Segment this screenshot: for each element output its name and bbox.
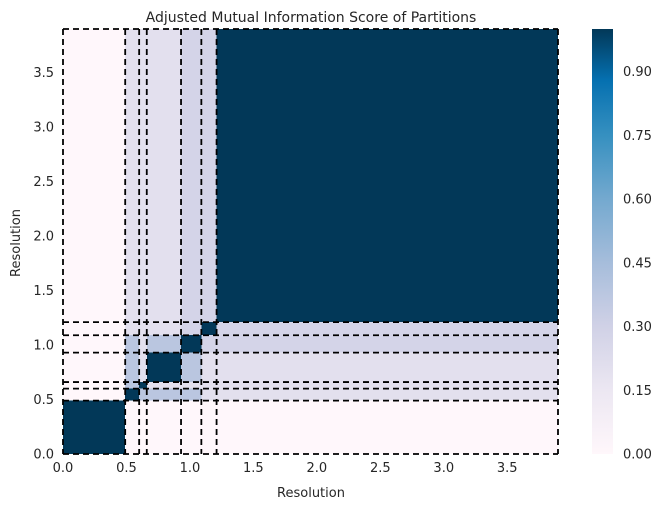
heatmap-cell	[125, 388, 140, 401]
heatmap-cell	[201, 29, 217, 323]
colorbar-tick-label: 0.15	[623, 384, 652, 399]
heatmap-cell	[181, 400, 202, 454]
heatmap-cells	[63, 29, 559, 454]
heatmap-cell	[125, 322, 140, 336]
heatmap-cell	[146, 400, 182, 454]
x-tick-label: 3.5	[497, 461, 518, 476]
heatmap-cell	[125, 400, 140, 454]
y-axis-label: Resolution	[9, 209, 24, 277]
x-tick-label: 0.0	[53, 461, 74, 476]
colorbar-tick-label: 0.30	[623, 320, 652, 335]
heatmap-cell	[146, 382, 182, 389]
heatmap-cell	[125, 352, 140, 383]
heatmap-cell	[146, 29, 182, 323]
heatmap-cell	[125, 335, 140, 353]
heatmap-cell	[139, 29, 147, 323]
y-tick-label: 3.0	[33, 121, 54, 136]
chart-title: Adjusted Mutual Information Score of Par…	[146, 10, 477, 26]
y-tick-label: 2.5	[33, 175, 54, 190]
heatmap-cell	[63, 400, 126, 454]
y-tick-label: 0.5	[33, 393, 54, 408]
heatmap-cell	[139, 335, 147, 353]
heatmap-cell	[146, 335, 182, 353]
x-tick-label: 0.5	[116, 461, 137, 476]
heatmap-cell	[216, 382, 559, 389]
heatmap-cell	[146, 352, 182, 383]
heatmap-cell	[216, 352, 559, 383]
x-axis-label: Resolution	[277, 486, 345, 501]
y-tick-label: 3.5	[33, 66, 54, 81]
heatmap-cell	[201, 388, 217, 401]
heatmap-cell	[125, 382, 140, 389]
y-tick-label: 1.0	[33, 339, 54, 354]
heatmap-cell	[146, 388, 182, 401]
colorbar-tick-label: 0.60	[623, 193, 652, 208]
colorbar-tick-label: 0.75	[623, 129, 652, 144]
heatmap-cell	[201, 400, 217, 454]
x-tick-label: 2.5	[370, 461, 391, 476]
heatmap-cell	[63, 352, 126, 383]
colorbar-tick-label: 0.90	[623, 65, 652, 80]
y-tick-label: 0.0	[33, 448, 54, 463]
colorbar-tick-label: 0.45	[623, 256, 652, 271]
x-tick-label: 1.0	[180, 461, 201, 476]
y-axis-ticks: 0.0 0.5 1.0 1.5 2.0 2.5 3.0 3.5	[33, 66, 54, 462]
heatmap-cell	[146, 322, 182, 336]
heatmap-cell	[201, 352, 217, 383]
x-axis-ticks: 0.0 0.5 1.0 1.5 2.0 2.5 3.0 3.5	[53, 461, 518, 476]
partition-boundaries	[62, 28, 559, 455]
x-tick-label: 1.5	[243, 461, 264, 476]
y-tick-label: 1.5	[33, 284, 54, 299]
heatmap-cell	[216, 335, 559, 353]
heatmap-cell	[139, 382, 147, 389]
heatmap-cell	[181, 29, 202, 323]
heatmap-cell	[63, 335, 126, 353]
heatmap-cell	[181, 388, 202, 401]
heatmap-cell	[201, 382, 217, 389]
x-tick-label: 3.0	[433, 461, 454, 476]
heatmap-cell	[201, 322, 217, 336]
heatmap-cell	[181, 352, 202, 383]
heatmap-cell	[181, 382, 202, 389]
heatmap-cell	[63, 382, 126, 389]
heatmap-cell	[125, 29, 140, 323]
heatmap-cell	[201, 335, 217, 353]
heatmap-cell	[139, 352, 147, 383]
heatmap-cell	[216, 29, 559, 323]
heatmap-cell	[216, 400, 559, 454]
heatmap-cell	[63, 322, 126, 336]
heatmap-cell	[63, 29, 126, 323]
heatmap-cell	[63, 388, 126, 401]
heatmap-cell	[139, 400, 147, 454]
heatmap-cell	[181, 322, 202, 336]
colorbar-ticks: 0.00 0.15 0.30 0.45 0.60 0.75 0.90	[623, 65, 652, 463]
x-tick-label: 2.0	[307, 461, 328, 476]
colorbar-tick-label: 0.00	[623, 448, 652, 463]
heatmap-cell	[139, 388, 147, 401]
colorbar	[592, 29, 613, 454]
heatmap-cell	[216, 388, 559, 401]
y-tick-label: 2.0	[33, 230, 54, 245]
heatmap-cell	[216, 322, 559, 336]
heatmap-cell	[139, 322, 147, 336]
heatmap-cell	[181, 335, 202, 353]
